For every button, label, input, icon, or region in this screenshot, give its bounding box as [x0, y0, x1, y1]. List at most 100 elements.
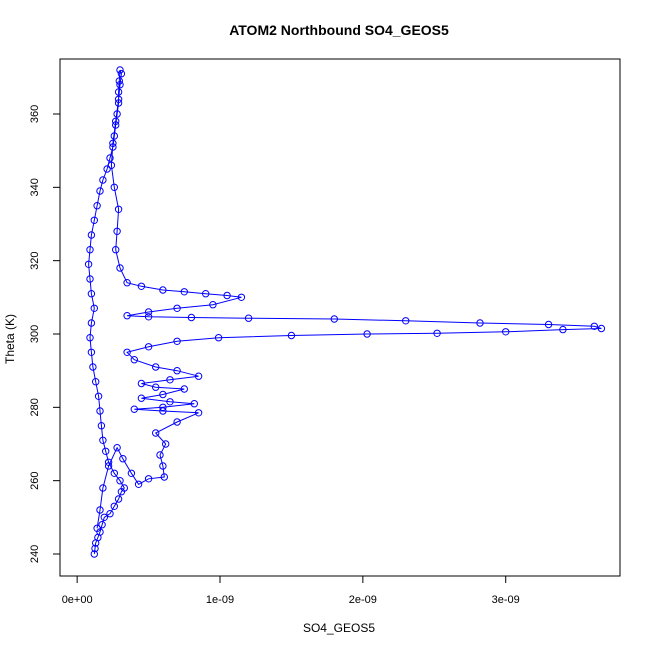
- data-point: [173, 337, 181, 345]
- data-point: [87, 319, 96, 327]
- data-point: [114, 95, 123, 104]
- series-points: [84, 66, 606, 558]
- data-point: [102, 447, 110, 455]
- y-tick-label: 340: [29, 178, 41, 196]
- data-point: [597, 324, 606, 333]
- data-point: [109, 143, 117, 151]
- data-point: [104, 462, 113, 470]
- data-point: [544, 320, 553, 329]
- data-point: [100, 513, 109, 521]
- data-point: [106, 510, 114, 518]
- data-point: [433, 329, 441, 337]
- data-point: [91, 544, 99, 553]
- data-point: [89, 363, 97, 371]
- data-point: [116, 264, 124, 272]
- data-point: [173, 367, 181, 375]
- data-point: [162, 440, 170, 448]
- data-point: [110, 502, 119, 510]
- data-point: [476, 319, 484, 327]
- data-point: [144, 308, 153, 316]
- data-point: [90, 216, 99, 225]
- data-point: [223, 291, 231, 300]
- data-point: [159, 403, 167, 411]
- data-point: [173, 418, 181, 426]
- data-point: [99, 436, 107, 444]
- data-point: [166, 376, 174, 384]
- data-point: [590, 322, 598, 330]
- data-point: [104, 458, 113, 466]
- data-point: [84, 260, 93, 268]
- x-tick-label: 0e+00: [62, 594, 93, 606]
- data-point: [93, 202, 101, 210]
- data-point: [113, 110, 121, 118]
- data-point: [114, 99, 123, 107]
- data-point: [237, 293, 246, 301]
- data-point: [116, 81, 124, 89]
- data-point: [159, 286, 167, 294]
- data-point: [123, 279, 131, 287]
- data-point: [99, 484, 107, 492]
- data-point: [160, 473, 169, 481]
- data-point: [152, 363, 160, 371]
- data-point: [137, 282, 146, 290]
- data-point: [137, 379, 146, 388]
- data-point: [90, 550, 99, 558]
- data-point: [120, 484, 129, 492]
- x-axis-label: SO4_GEOS5: [303, 621, 375, 635]
- data-point: [110, 183, 119, 192]
- y-axis: 240 260 280 300 320 340 360: [29, 105, 61, 563]
- data-point: [559, 325, 567, 334]
- data-point: [87, 290, 96, 298]
- data-point: [127, 469, 136, 477]
- data-point: [116, 477, 124, 485]
- data-point: [214, 334, 223, 342]
- data-point: [123, 348, 131, 356]
- data-point: [96, 506, 104, 514]
- data-point: [98, 521, 106, 529]
- y-tick-label: 260: [29, 471, 41, 489]
- data-point: [134, 480, 143, 488]
- y-tick-label: 300: [29, 325, 41, 343]
- data-point: [159, 407, 167, 415]
- data-point: [130, 356, 139, 364]
- data-point: [112, 121, 120, 129]
- data-point: [144, 313, 153, 321]
- x-axis: 0e+00 1e-09 2e-09 3e-09: [62, 575, 520, 606]
- y-tick-label: 360: [29, 105, 41, 123]
- data-point: [156, 451, 164, 459]
- data-point: [86, 334, 94, 342]
- data-point: [114, 88, 123, 96]
- data-point: [287, 331, 296, 340]
- data-point: [152, 429, 160, 437]
- data-point: [93, 524, 101, 532]
- data-point: [86, 246, 94, 254]
- data-point: [94, 392, 103, 400]
- data-point: [96, 187, 104, 195]
- data-point: [209, 301, 217, 309]
- data-point: [159, 462, 167, 470]
- data-point: [202, 290, 210, 298]
- data-point: [92, 378, 100, 386]
- data-point: [194, 409, 203, 417]
- data-point: [144, 343, 153, 351]
- data-point: [109, 139, 117, 148]
- data-point: [115, 77, 124, 85]
- y-tick-label: 320: [29, 251, 41, 269]
- data-point: [173, 304, 181, 312]
- series-line: [88, 69, 602, 555]
- data-point: [110, 132, 119, 140]
- data-point: [114, 205, 123, 214]
- x-tick-label: 3e-09: [492, 594, 520, 606]
- chart-title: ATOM2 Northbound SO4_GEOS5: [229, 22, 449, 38]
- x-tick-label: 2e-09: [349, 594, 377, 606]
- data-point: [116, 66, 124, 74]
- data-point: [187, 313, 196, 322]
- data-point: [114, 495, 123, 503]
- data-point: [112, 117, 120, 126]
- y-tick-label: 240: [29, 545, 41, 563]
- data-point: [87, 231, 96, 239]
- data-point: [99, 176, 107, 184]
- data-point: [90, 304, 99, 312]
- data-point: [152, 383, 160, 391]
